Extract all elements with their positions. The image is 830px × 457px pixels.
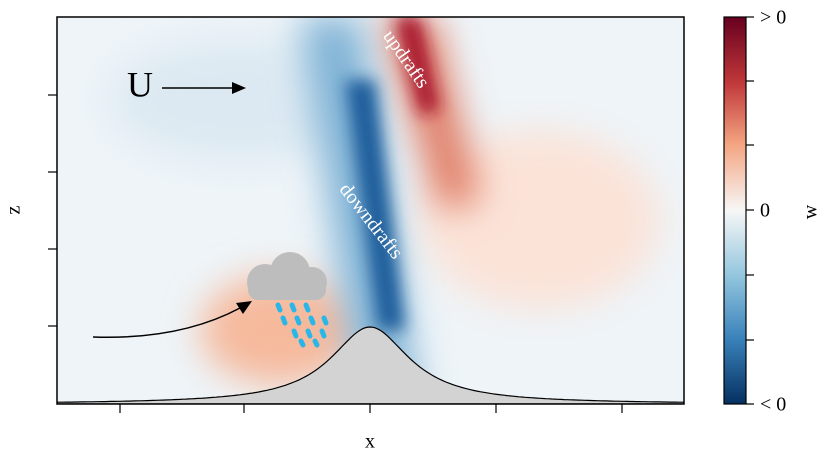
rain (275, 302, 329, 348)
mountain (57, 326, 684, 404)
colorbar (723, 16, 747, 405)
colorbar-tick-label: < 0 (760, 394, 786, 416)
x-axis-label: x (365, 431, 375, 452)
flow-arrow (92, 307, 241, 339)
wind-arrow-head (232, 82, 246, 94)
axis-ticks (48, 16, 754, 413)
colorbar-tick-label: > 0 (760, 7, 786, 29)
colorbar-label: w (800, 204, 822, 219)
wind-label: U (127, 64, 153, 104)
cloud (247, 252, 327, 300)
flow-arrow-head (236, 301, 252, 314)
heatmap (57, 17, 684, 404)
colorbar-tick-label: 0 (760, 200, 770, 222)
y-axis-label: z (3, 205, 25, 214)
